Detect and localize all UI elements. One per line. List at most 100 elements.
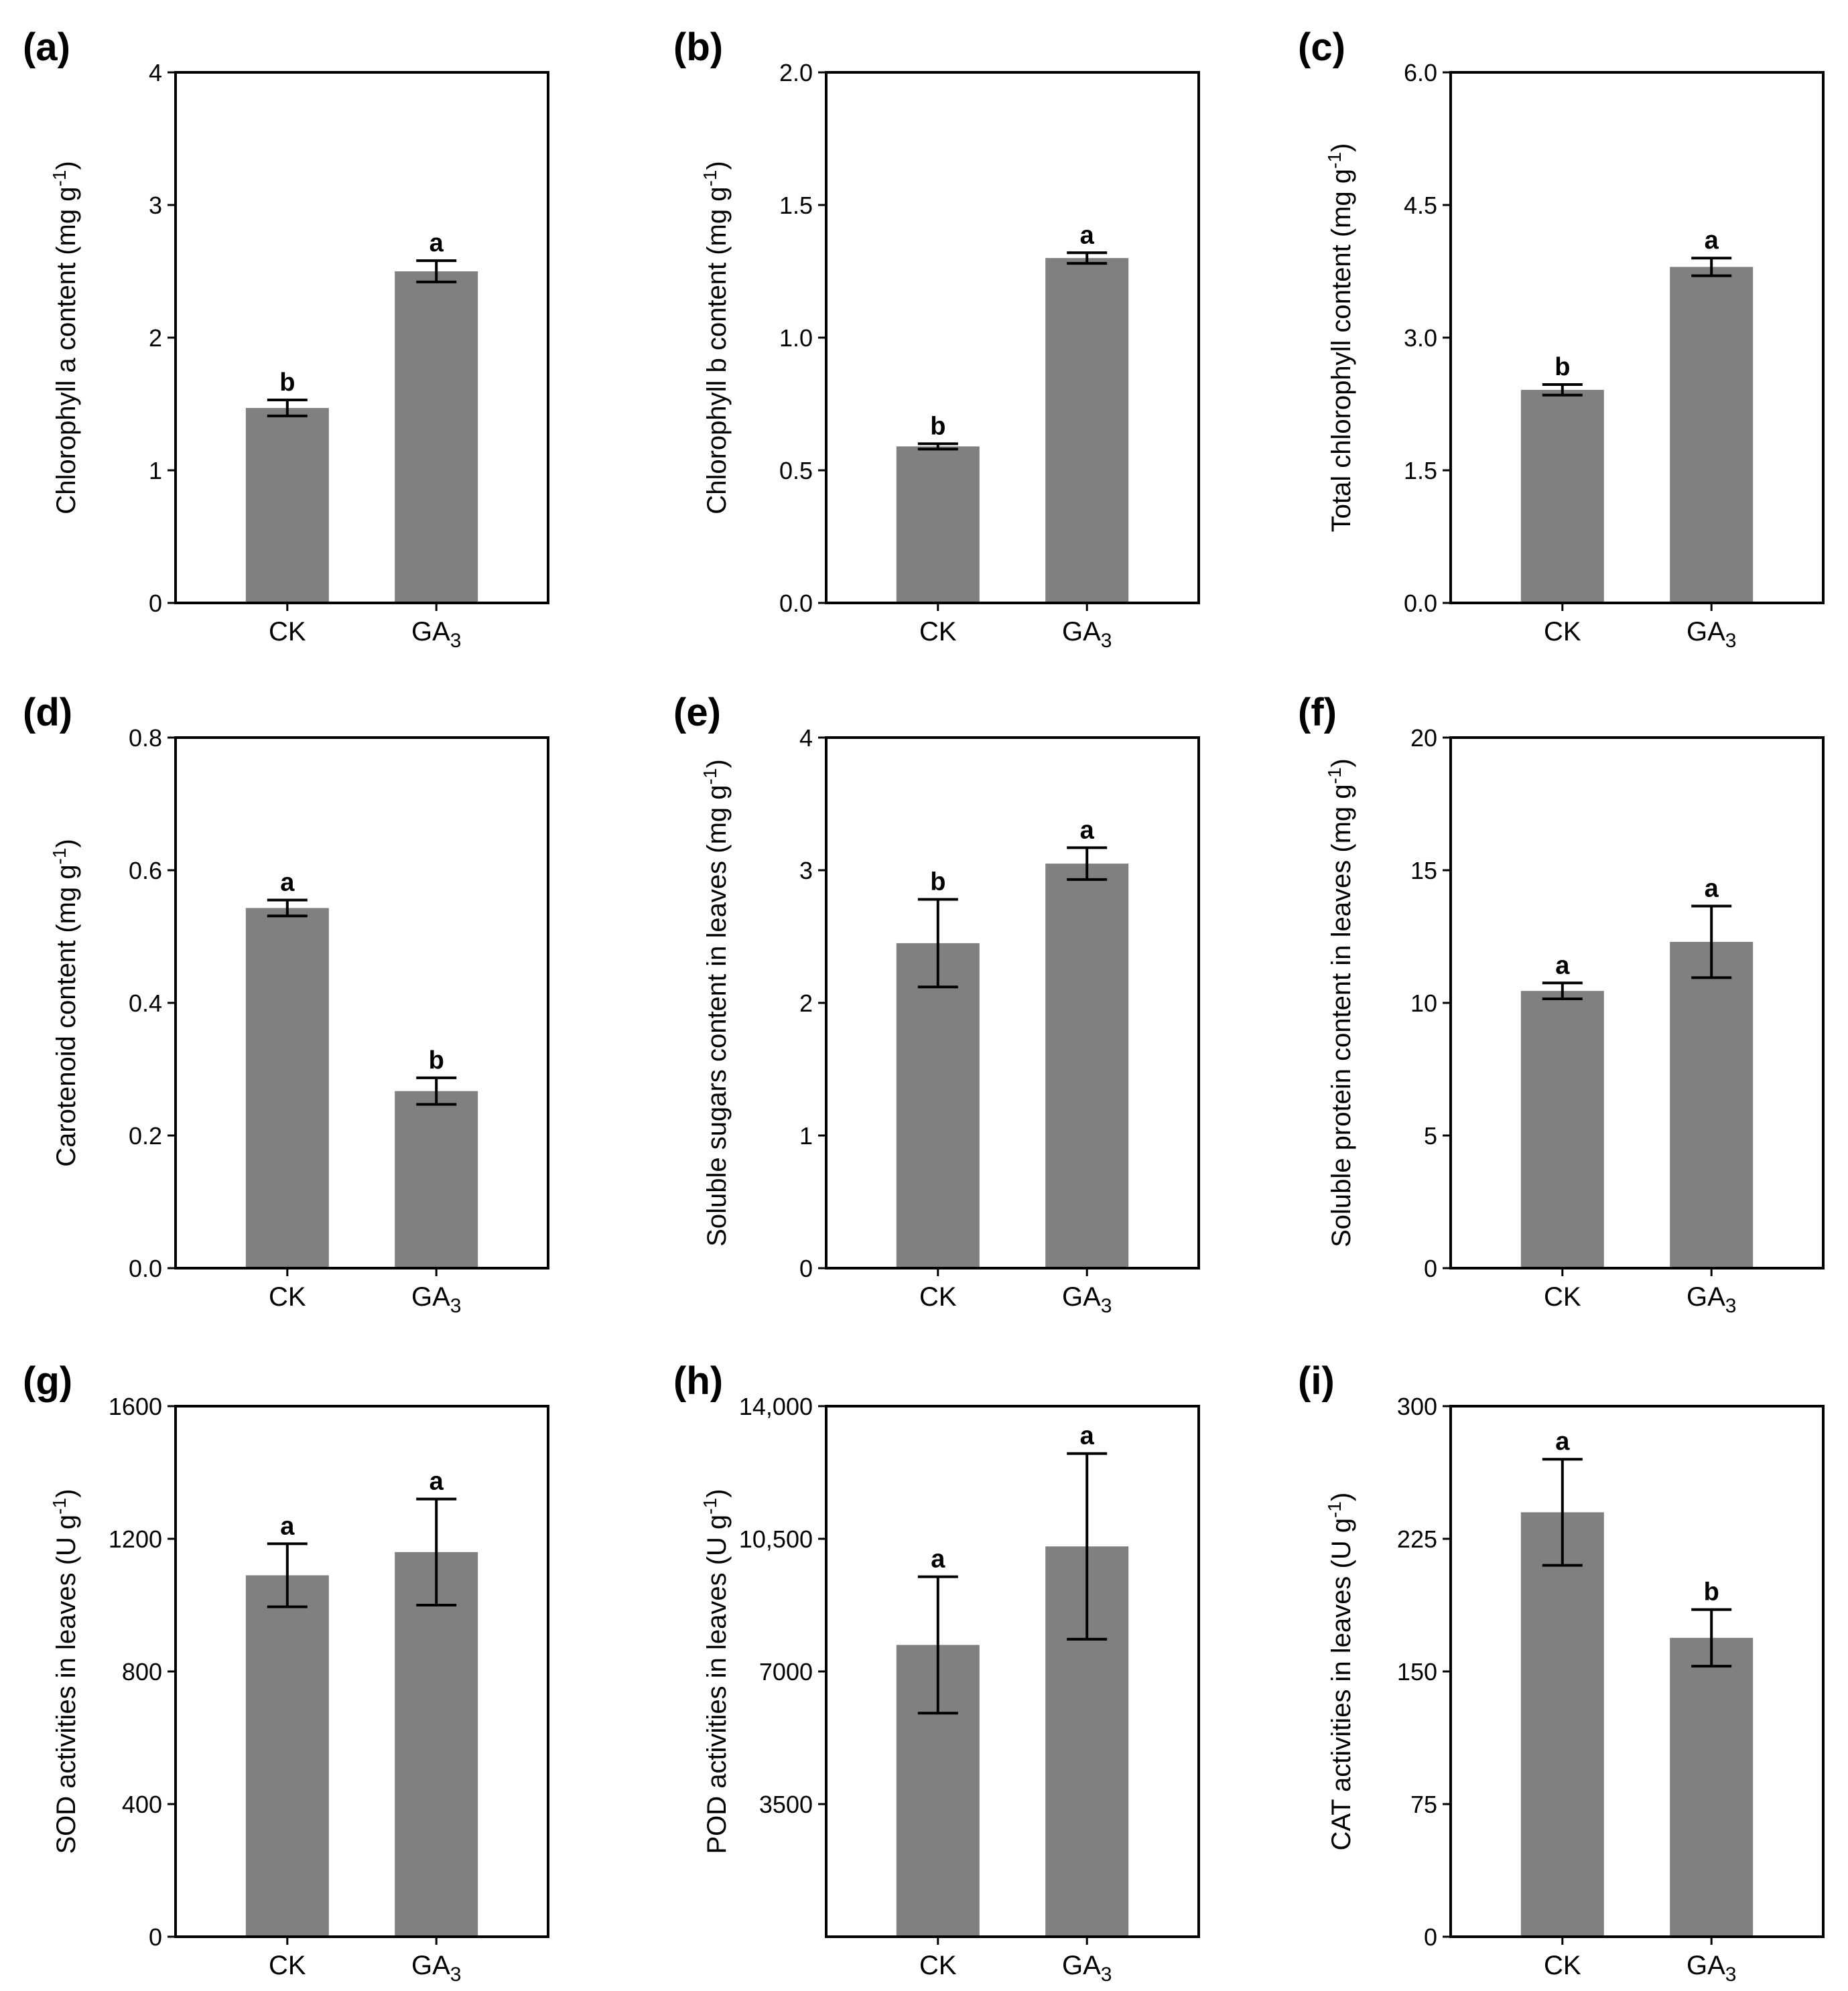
chart-panel: (e) b CK a GA3 0 1 2 3 4 Soluble sugars content in… xyxy=(673,691,1200,1317)
y-tick-label: 0.2 xyxy=(129,1122,162,1150)
panel-letter: (b) xyxy=(673,25,723,69)
chart-panel: (i) a CK b GA3 0 75 150 225 300 CAT activities in … xyxy=(1298,1359,1825,1986)
significance-letter: b xyxy=(279,368,295,397)
significance-letter: a xyxy=(430,1468,444,1496)
chart-panel: (c) b CK a GA3 0.0 1.5 3.0 4.5 6.0 Total chlorophy… xyxy=(1298,25,1825,652)
y-tick-label: 150 xyxy=(1397,1658,1437,1686)
axes-frame xyxy=(1449,71,1825,604)
category-label: GA3 xyxy=(1062,1282,1112,1317)
bar xyxy=(245,908,329,1268)
y-tick-label: 0.8 xyxy=(129,724,162,752)
y-axis-label: Soluble sugars content in leaves (mg g-1… xyxy=(700,759,732,1247)
y-axis-label: Carotenoid content (mg g-1) xyxy=(49,839,81,1167)
y-axis-label: SOD activities in leaves (U g-1) xyxy=(49,1489,81,1854)
axes-frame xyxy=(825,1405,1200,1938)
y-axis-label: Total chlorophyll content (mg g-1) xyxy=(1324,143,1356,533)
y-tick-label: 4 xyxy=(149,59,162,86)
panel-letter: (g) xyxy=(23,1359,72,1403)
bar xyxy=(245,1575,329,1937)
category-label: GA3 xyxy=(1062,1951,1112,1986)
bar xyxy=(1670,941,1754,1268)
bar xyxy=(896,446,980,603)
y-tick-label: 3 xyxy=(149,192,162,219)
category-label: GA3 xyxy=(411,1951,461,1986)
y-tick-label: 5 xyxy=(1424,1122,1437,1150)
significance-letter: a xyxy=(1705,874,1719,902)
significance-letter: a xyxy=(1080,1422,1095,1450)
significance-letter: a xyxy=(1080,816,1095,844)
y-axis-label: Chlorophyll a content (mg g-1) xyxy=(49,161,81,514)
axes-frame xyxy=(174,71,549,604)
y-tick-label: 3 xyxy=(799,857,813,884)
y-tick-label: 2.0 xyxy=(779,59,813,86)
y-axis-label: Chlorophyll b content (mg g-1) xyxy=(700,161,732,514)
bar xyxy=(395,1552,478,1937)
panel-letter: (a) xyxy=(23,25,70,69)
category-label: CK xyxy=(269,1282,306,1312)
bar xyxy=(1520,1512,1604,1937)
y-tick-label: 10 xyxy=(1410,989,1437,1017)
category-label: CK xyxy=(1544,1951,1581,1980)
chart-panel: (b) b CK a GA3 0.0 0.5 1.0 1.5 2.0 Chlorophyll b c… xyxy=(673,25,1200,652)
significance-letter: a xyxy=(1555,951,1570,979)
y-tick-label: 0 xyxy=(149,1923,162,1951)
axes-frame xyxy=(174,1405,549,1938)
category-label: CK xyxy=(1544,1282,1581,1312)
y-tick-label: 0 xyxy=(1424,1255,1437,1282)
bar xyxy=(395,271,478,603)
axes-frame xyxy=(174,736,549,1269)
bar xyxy=(1045,258,1129,603)
bar xyxy=(1520,389,1604,603)
y-tick-label: 75 xyxy=(1410,1791,1437,1818)
category-label: CK xyxy=(269,617,306,646)
y-tick-label: 4.5 xyxy=(1404,192,1437,219)
significance-letter: a xyxy=(1555,1428,1570,1456)
significance-letter: a xyxy=(931,1546,945,1574)
y-tick-label: 6.0 xyxy=(1404,59,1437,86)
y-tick-label: 3500 xyxy=(759,1791,813,1818)
chart-panel: (f) a CK a GA3 0 5 10 15 20 Soluble protein conten… xyxy=(1298,691,1825,1317)
axes-frame xyxy=(825,736,1200,1269)
panel-letter: (h) xyxy=(673,1359,723,1403)
panel-letter: (i) xyxy=(1298,1359,1335,1403)
category-label: GA3 xyxy=(411,1282,461,1317)
bar xyxy=(1670,267,1754,603)
y-tick-label: 0 xyxy=(149,590,162,617)
significance-letter: b xyxy=(1704,1578,1719,1606)
y-tick-label: 1.5 xyxy=(1404,457,1437,484)
significance-letter: b xyxy=(429,1046,444,1075)
y-tick-label: 0.0 xyxy=(779,590,813,617)
y-tick-label: 400 xyxy=(122,1791,162,1818)
significance-letter: b xyxy=(930,868,945,896)
y-tick-label: 20 xyxy=(1410,724,1437,752)
category-label: GA3 xyxy=(1687,617,1736,652)
axes-frame xyxy=(1449,736,1825,1269)
y-tick-label: 1600 xyxy=(109,1393,162,1420)
y-tick-label: 2 xyxy=(149,324,162,352)
y-tick-label: 1200 xyxy=(109,1525,162,1553)
y-tick-label: 0.5 xyxy=(779,457,813,484)
significance-letter: a xyxy=(1705,226,1719,255)
significance-letter: b xyxy=(930,412,945,440)
y-tick-label: 0.0 xyxy=(1404,590,1437,617)
panel-letter: (f) xyxy=(1298,691,1337,734)
panel-letter: (e) xyxy=(673,691,721,734)
category-label: GA3 xyxy=(1687,1951,1736,1986)
bar xyxy=(245,407,329,603)
category-label: CK xyxy=(269,1951,306,1980)
category-label: CK xyxy=(919,1951,957,1980)
y-tick-label: 4 xyxy=(799,724,813,752)
y-tick-label: 300 xyxy=(1397,1393,1437,1420)
y-tick-label: 1.0 xyxy=(779,324,813,352)
category-label: CK xyxy=(1544,617,1581,646)
chart-panel: (h) a CK a GA3 3500 7000 10,500 14,000 POD activi… xyxy=(673,1359,1200,1986)
y-axis-label: POD activities in leaves (U g-1) xyxy=(700,1489,732,1854)
panel-letter: (d) xyxy=(23,691,72,734)
y-tick-label: 2 xyxy=(799,989,813,1017)
category-label: CK xyxy=(919,617,957,646)
significance-letter: a xyxy=(430,229,444,257)
y-tick-label: 7000 xyxy=(759,1658,813,1686)
significance-letter: a xyxy=(280,869,295,897)
y-axis-label: CAT activities in leaves (U g-1) xyxy=(1324,1493,1356,1851)
y-tick-label: 0.4 xyxy=(129,989,162,1017)
